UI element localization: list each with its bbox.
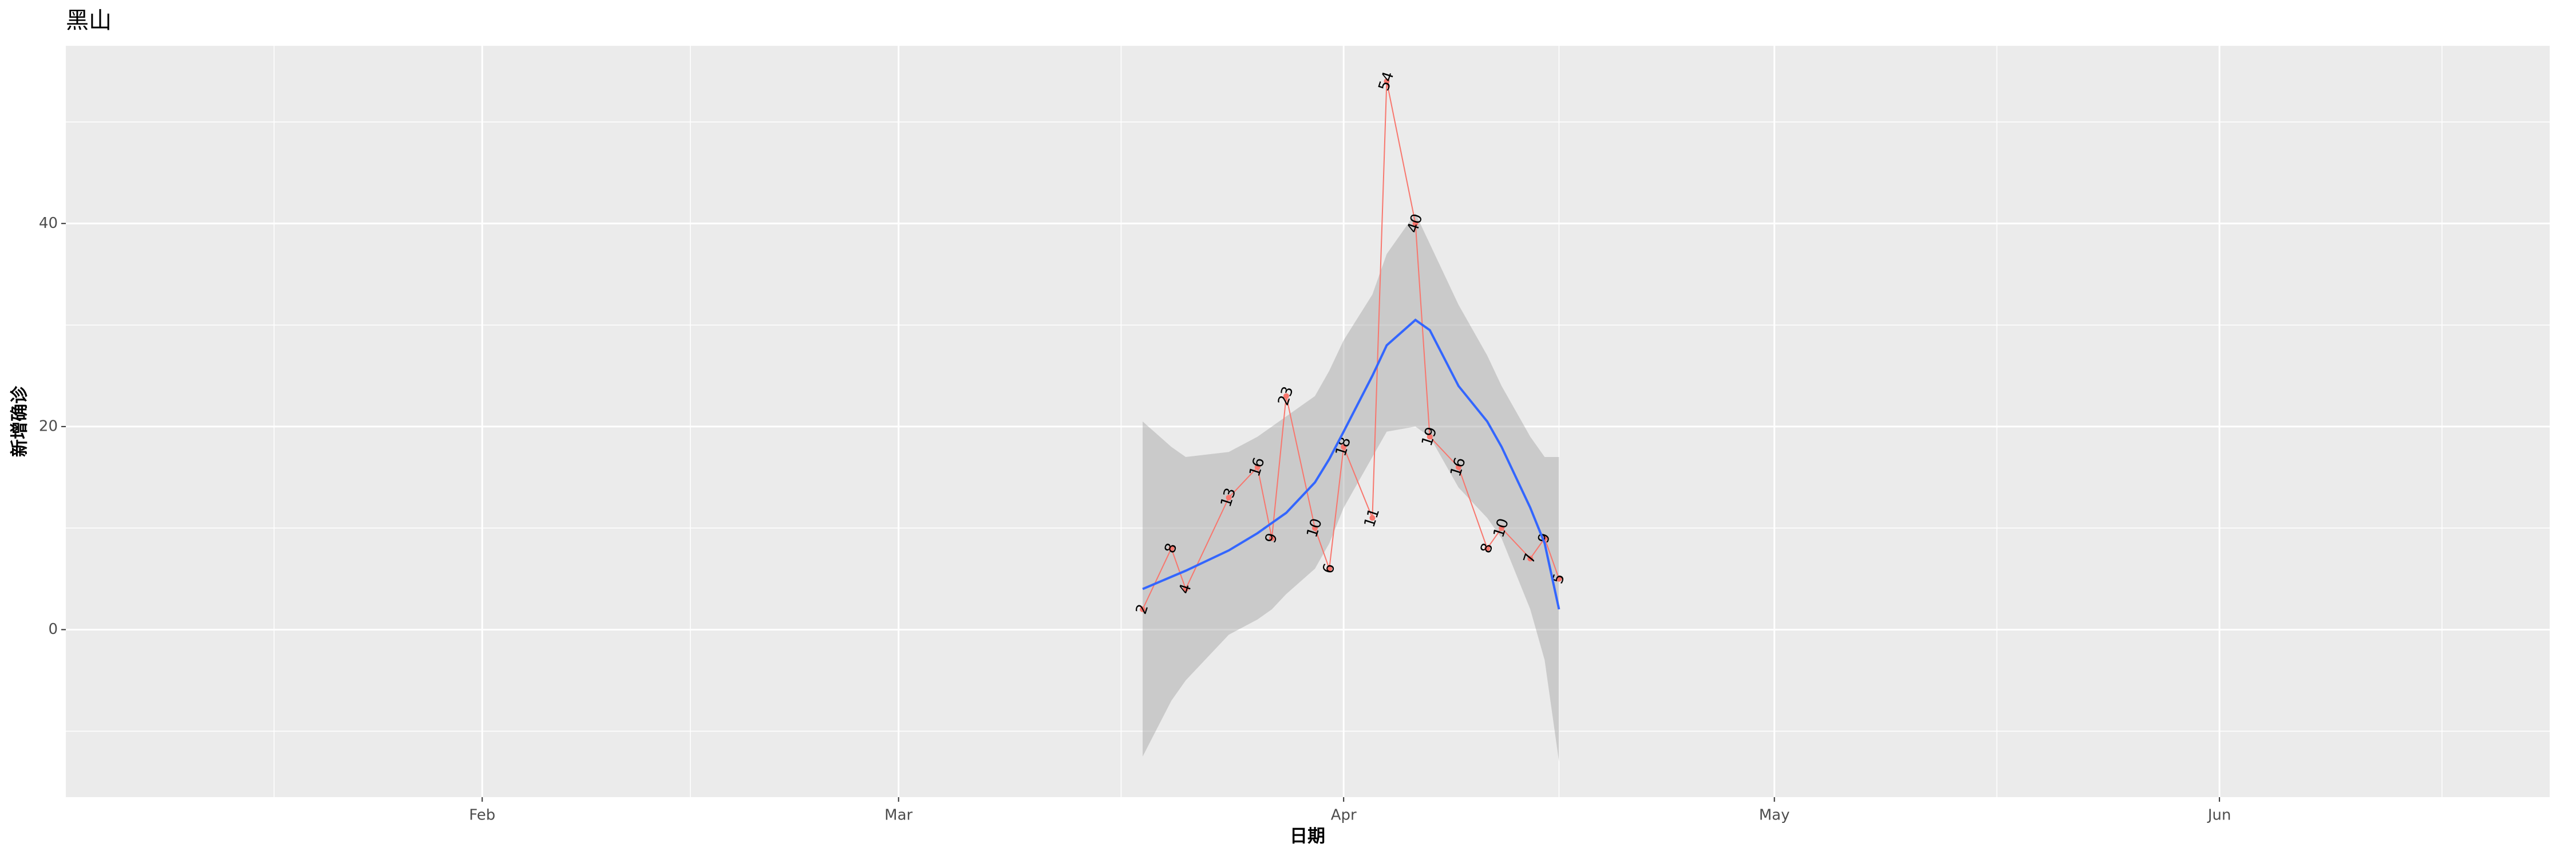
data-point [1226,494,1232,501]
data-point [1269,535,1275,541]
y-tick-label: 40 [39,215,58,232]
y-tick-label: 0 [48,621,58,638]
y-axis-title: 新增确诊 [10,385,30,457]
data-point [1369,515,1376,521]
x-axis-title: 日期 [1290,826,1325,847]
grid [66,46,2550,797]
data-line [1142,81,1560,610]
data-point [1168,545,1175,551]
x-tick-label: Jun [2207,807,2231,824]
chart-title: 黑山 [66,7,112,34]
x-tick-label: Apr [1331,807,1357,824]
smooth-line [1142,318,1560,610]
data-point [1341,444,1347,450]
data-point [1312,525,1318,531]
data-point [1455,464,1461,470]
confidence-band [1143,213,1559,762]
data-point [1326,566,1333,572]
data-point [1412,220,1419,227]
data-point [1183,586,1189,592]
data-point [1427,434,1433,440]
data-point [1384,78,1390,85]
data-point [1254,464,1261,470]
x-tick-label: Mar [884,807,912,824]
data-point [1527,555,1534,562]
data-point [1140,606,1146,612]
data-point [1556,576,1562,582]
x-tick-label: May [1759,807,1790,824]
panel [66,46,2550,797]
data-point [1484,545,1491,551]
x-tick-label: Feb [469,807,495,824]
data-point [1499,525,1505,531]
data-point [1283,393,1289,399]
y-tick-label: 20 [39,417,58,435]
